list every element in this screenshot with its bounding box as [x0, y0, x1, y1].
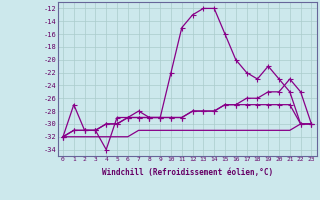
X-axis label: Windchill (Refroidissement éolien,°C): Windchill (Refroidissement éolien,°C): [102, 168, 273, 177]
